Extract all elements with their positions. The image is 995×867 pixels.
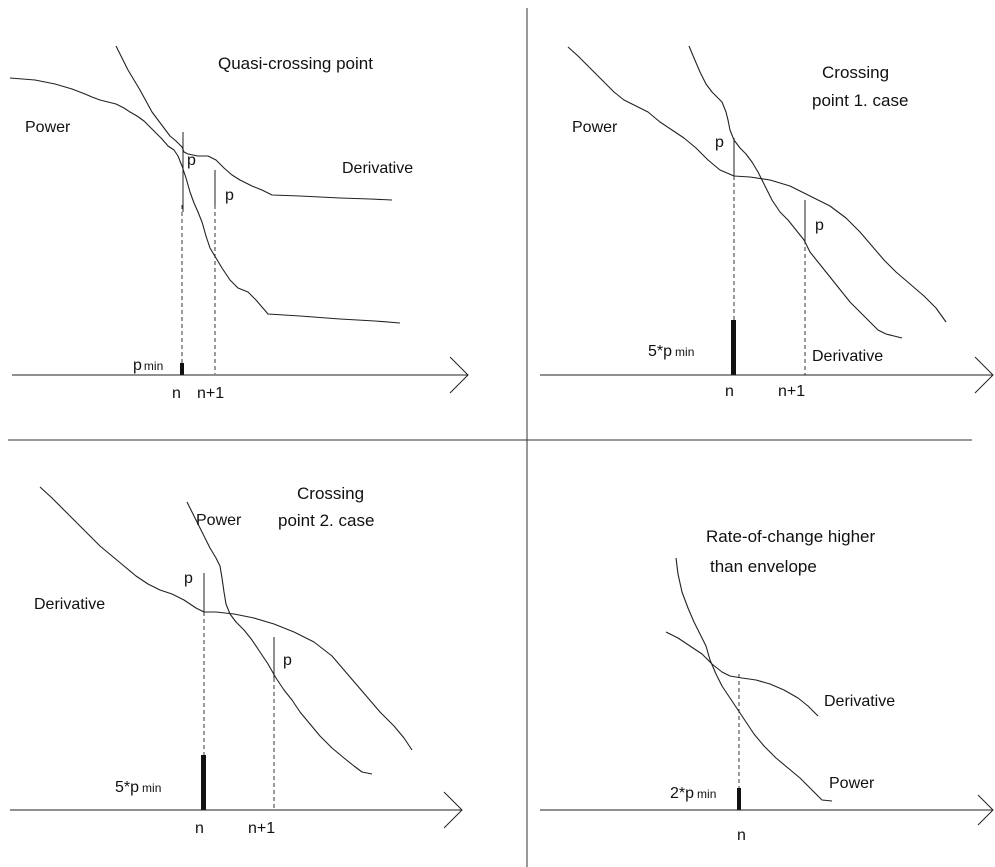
5pmin-bar-label: 5*p min [115, 779, 161, 796]
power-curve [688, 45, 903, 339]
power-label: Power [829, 775, 875, 792]
p-marker-n1-label: p [225, 187, 234, 204]
panel-title-line-2: point 1. case [812, 91, 908, 110]
panel-quasi-crossing: Quasi-crossing point Power Derivative p … [9, 45, 469, 402]
5pmin-bar [201, 755, 206, 810]
x-axis-arrowhead [443, 791, 463, 829]
derivative-curve [665, 631, 819, 717]
2pmin-bar-label: 2*p min [670, 785, 716, 802]
power-curve [186, 501, 373, 775]
tick-label-n: n [195, 820, 204, 837]
panel-title-line-1: Quasi-crossing point [218, 54, 373, 73]
panel-title-line-1: Crossing [297, 484, 364, 503]
panel-crossing-case-1: Crossing point 1. case Power Derivative … [540, 45, 994, 400]
5pmin-bar [731, 320, 736, 375]
tick-label-n1: n+1 [778, 383, 805, 400]
p-marker-n-label: p [715, 134, 724, 151]
x-axis-arrowhead [449, 356, 469, 394]
panel-rate-of-change: Rate-of-change higher than envelope Deri… [540, 527, 994, 844]
power-curve [675, 557, 833, 802]
p-marker-n1-label: p [815, 217, 824, 234]
derivative-curve [115, 45, 393, 201]
power-label: Power [196, 512, 242, 529]
x-axis-arrowhead [977, 794, 994, 826]
tick-label-n: n [725, 383, 734, 400]
panel-title-line-1: Rate-of-change higher [706, 527, 876, 546]
2pmin-bar [737, 788, 741, 810]
tick-label-n1: n+1 [197, 385, 224, 402]
panel-crossing-case-2: Crossing point 2. case Power Derivative … [10, 484, 463, 837]
power-label: Power [572, 119, 618, 136]
tick-label-n: n [172, 385, 181, 402]
panel-title-line-2: than envelope [710, 557, 817, 576]
p-marker-n-label: p [184, 570, 193, 587]
derivative-label: Derivative [342, 160, 413, 177]
derivative-label: Derivative [824, 693, 895, 710]
derivative-curve [567, 46, 947, 323]
tick-label-n1: n+1 [248, 820, 275, 837]
p-marker-n-label: p [187, 152, 196, 169]
panel-title-line-2: point 2. case [278, 511, 374, 530]
p-marker-n1-label: p [283, 652, 292, 669]
power-curve [9, 77, 401, 324]
panel-title-line-1: Crossing [822, 63, 889, 82]
tick-label-n: n [737, 827, 746, 844]
power-label: Power [25, 119, 71, 136]
x-axis-arrowhead [974, 356, 994, 394]
derivative-label: Derivative [812, 348, 883, 365]
5pmin-bar-label: 5*p min [648, 343, 694, 360]
pmin-bar [180, 363, 184, 375]
pmin-bar-label: p min [133, 357, 163, 374]
derivative-label: Derivative [34, 596, 105, 613]
